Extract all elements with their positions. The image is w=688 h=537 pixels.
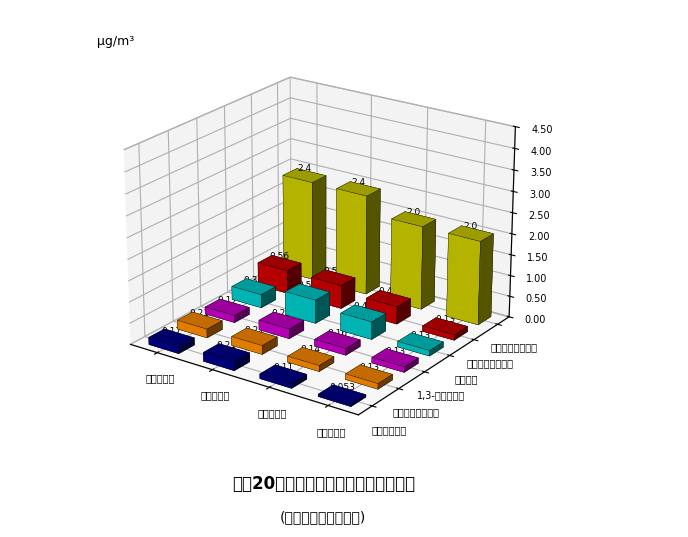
Text: (非有機塩素系化合物): (非有機塩素系化合物) (280, 510, 367, 524)
Text: 平成20年度有害大気氚染物質年平均値: 平成20年度有害大気氚染物質年平均値 (232, 475, 415, 492)
Text: μg/m³: μg/m³ (98, 35, 135, 48)
